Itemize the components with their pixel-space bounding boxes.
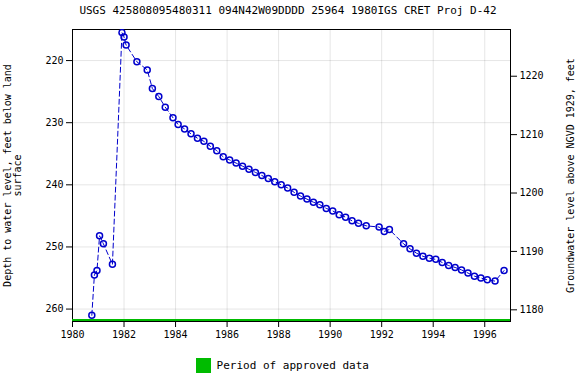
- svg-text:1992: 1992: [370, 329, 394, 340]
- svg-text:240: 240: [45, 179, 63, 190]
- svg-text:Groundwater level above NGVD 1: Groundwater level above NGVD 1929, feet: [565, 58, 576, 293]
- svg-text:1984: 1984: [164, 329, 188, 340]
- svg-text:1994: 1994: [421, 329, 445, 340]
- svg-text:1210: 1210: [520, 129, 544, 140]
- svg-text:1996: 1996: [473, 329, 497, 340]
- html-text:Period of approved data: Period of approved data: [216, 359, 369, 372]
- html-text:USGS 425808095480311 094N42W09: USGS 425808095480311 094N42W09DDDD 25964…: [79, 4, 497, 17]
- svg-text:1990: 1990: [318, 329, 342, 340]
- svg-text:1220: 1220: [520, 70, 544, 81]
- svg-text:1190: 1190: [520, 246, 544, 257]
- svg-text:1980: 1980: [60, 329, 84, 340]
- svg-text:1982: 1982: [112, 329, 136, 340]
- svg-text:Depth to water level, feet bel: Depth to water level, feet below landsur…: [2, 64, 23, 287]
- svg-text:1200: 1200: [520, 187, 544, 198]
- svg-text:250: 250: [45, 241, 63, 252]
- svg-text:230: 230: [45, 117, 63, 128]
- svg-text:220: 220: [45, 55, 63, 66]
- svg-text:1986: 1986: [215, 329, 239, 340]
- svg-text:1180: 1180: [520, 304, 544, 315]
- svg-text:1988: 1988: [267, 329, 291, 340]
- svg-text:260: 260: [45, 303, 63, 314]
